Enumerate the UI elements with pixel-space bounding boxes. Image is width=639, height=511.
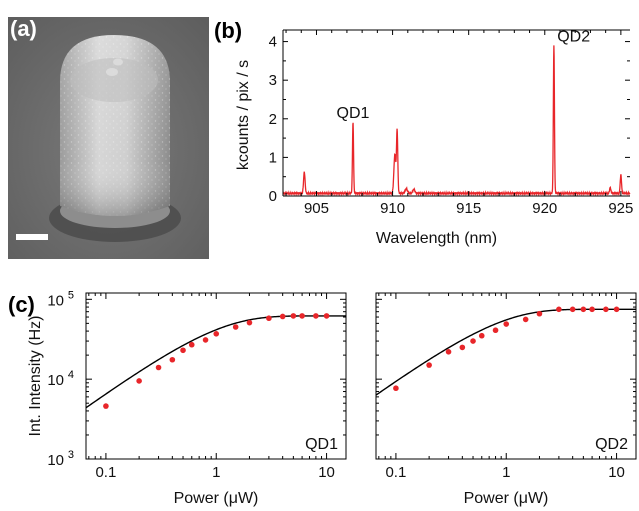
data-point: [232, 324, 239, 330]
y-tick-label: 10: [47, 452, 64, 469]
plot-frame: [85, 292, 347, 460]
pillar-top-facet: [70, 58, 158, 102]
data-point: [603, 306, 609, 313]
peak-label: QD1: [337, 105, 370, 122]
series-label: QD2: [595, 436, 628, 453]
data-point: [393, 385, 399, 392]
y-axis-title: Int. Intensity (Hz): [27, 316, 44, 437]
y-tick-label: 10: [47, 292, 64, 309]
y-tick-label: 10: [47, 372, 64, 389]
peak-label: QD2: [557, 29, 590, 46]
x-tick-label: 0.1: [95, 464, 116, 481]
data-point: [522, 316, 529, 323]
panel-label-a: (a): [10, 16, 37, 41]
y-tick-exponent: 3: [68, 449, 74, 461]
y-tick-label: 1: [269, 149, 277, 166]
series-label: QD1: [305, 436, 338, 453]
y-tick-exponent: 5: [68, 289, 74, 301]
power-chart-qd1: 0.1 1 10 10 3 10 4 10 5 Int. Intensity (Hz) Power …: [27, 289, 347, 507]
data-point: [503, 321, 510, 327]
y-tick-label: 4: [269, 34, 277, 51]
panel-label-c: (c): [8, 292, 35, 317]
data-point: [459, 344, 466, 351]
y-tick-exponent: 4: [68, 369, 74, 381]
plot-frame: [375, 292, 637, 460]
data-point: [213, 330, 220, 337]
x-axis-title: Power (μW): [464, 490, 549, 507]
panel-a: (a): [8, 16, 209, 259]
y-axis-title: kcounts / pix / s: [235, 60, 252, 170]
x-tick-label: 925: [608, 200, 633, 217]
data-point: [290, 313, 297, 319]
data-point: [299, 313, 305, 319]
data-point: [246, 319, 253, 326]
x-tick-label: 1: [502, 464, 510, 481]
data-point: [313, 313, 319, 319]
x-tick-label: 920: [532, 200, 557, 217]
data-point: [613, 306, 620, 313]
data-point: [536, 310, 543, 317]
data-point: [266, 315, 272, 322]
data-point: [478, 332, 485, 339]
panel-label-b: (b): [214, 18, 242, 43]
x-tick-label: 10: [608, 464, 625, 481]
x-tick-label: 0.1: [385, 464, 406, 481]
data-point: [169, 356, 176, 363]
y-tick-label: 3: [269, 72, 277, 89]
data-point: [136, 378, 142, 384]
y-tick-label: 0: [269, 188, 277, 205]
scale-bar: [16, 234, 48, 240]
data-point: [445, 349, 452, 355]
x-axis-title: Power (μW): [174, 490, 259, 507]
x-tick-label: 915: [456, 200, 481, 217]
x-tick-label: 10: [318, 464, 335, 481]
data-point: [426, 362, 432, 368]
x-tick-label: 1: [212, 464, 220, 481]
data-point: [569, 306, 576, 313]
x-tick-label: 910: [380, 200, 405, 217]
data-point: [580, 306, 587, 313]
data-point: [202, 337, 209, 343]
data-point: [323, 313, 330, 319]
spectrum-chart: 905 910 915 920 925 0 1 2 3 4 Wavelength (nm) kcoun…: [235, 29, 633, 247]
power-chart-qd2: 0.1 1 10 Power (μW) QD2: [375, 292, 637, 507]
data-point: [492, 327, 499, 334]
data-point: [103, 403, 109, 409]
data-point: [155, 364, 162, 371]
data-point: [188, 341, 195, 348]
data-point: [589, 306, 595, 313]
data-point: [470, 338, 476, 344]
x-tick-label: 905: [304, 200, 329, 217]
spectrum-line: [282, 45, 631, 197]
x-axis-title: Wavelength (nm): [376, 230, 497, 247]
data-point: [180, 347, 186, 354]
data-point: [279, 313, 286, 320]
data-point: [556, 306, 562, 313]
y-tick-label: 2: [269, 111, 277, 128]
fit-curve: [85, 315, 346, 409]
